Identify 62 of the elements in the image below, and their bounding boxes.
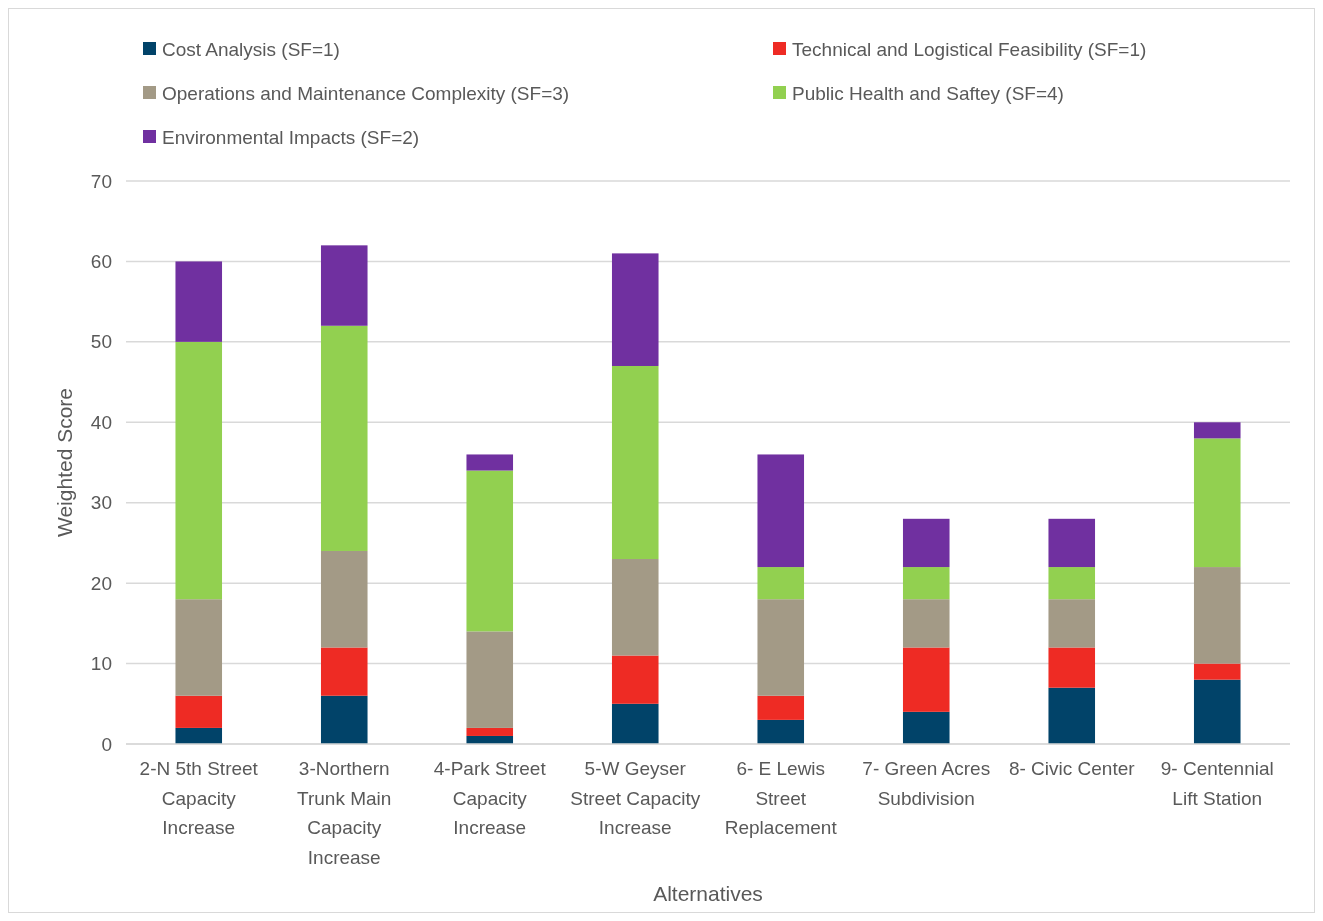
y-tick-label: 40 bbox=[90, 411, 112, 433]
legend-label: Environmental Impacts (SF=2) bbox=[162, 126, 420, 148]
bar bbox=[175, 341, 223, 600]
y-tick-label: 50 bbox=[90, 331, 112, 353]
bar bbox=[902, 647, 950, 712]
bar bbox=[1193, 567, 1241, 664]
bar bbox=[320, 550, 368, 648]
bar bbox=[466, 631, 514, 728]
bar bbox=[757, 454, 805, 568]
x-tick-label: 4-Park Street Capacity Increase bbox=[433, 758, 547, 838]
bar bbox=[757, 695, 805, 720]
bar bbox=[902, 518, 950, 568]
bar bbox=[466, 727, 514, 736]
bar bbox=[757, 719, 805, 744]
bar bbox=[757, 567, 805, 600]
y-axis-title: Weighted Score bbox=[53, 387, 76, 538]
bar bbox=[1048, 599, 1096, 648]
bar bbox=[1048, 518, 1096, 568]
bar bbox=[902, 567, 950, 600]
bar bbox=[611, 655, 659, 704]
bar bbox=[175, 599, 223, 696]
x-tick-label: 2-N 5th Street Capacity Increase bbox=[139, 758, 259, 838]
x-tick-label: 8- Civic Center bbox=[1008, 758, 1136, 779]
bar bbox=[320, 695, 368, 744]
bar bbox=[466, 454, 514, 471]
bar bbox=[1193, 663, 1241, 680]
bar bbox=[320, 245, 368, 326]
bar bbox=[175, 261, 223, 342]
legend-label: Cost Analysis (SF=1) bbox=[162, 38, 340, 60]
bar bbox=[175, 727, 223, 744]
bar bbox=[1193, 679, 1241, 744]
bar bbox=[611, 703, 659, 744]
x-tick-label: 3-Northern Trunk Main Capacity Increase bbox=[297, 758, 392, 868]
bar bbox=[1193, 438, 1241, 568]
bar bbox=[1048, 687, 1096, 744]
x-tick-label: 7- Green Acres Subdivision bbox=[862, 758, 991, 809]
bar bbox=[1193, 422, 1241, 439]
y-tick-label: 20 bbox=[90, 572, 112, 594]
x-tick-label: 9- Centennial Lift Station bbox=[1160, 758, 1274, 809]
bar bbox=[611, 253, 659, 366]
x-tick-label: 5-W Geyser Street Capacity Increase bbox=[570, 758, 701, 838]
legend-label: Technical and Logistical Feasibility (SF=1) bbox=[792, 38, 1147, 60]
bar bbox=[902, 599, 950, 648]
bar bbox=[1048, 647, 1096, 688]
bar bbox=[611, 365, 659, 560]
bar bbox=[320, 647, 368, 696]
legend-label: Operations and Maintenance Complexity (SF=3) bbox=[162, 82, 570, 104]
y-tick-label: 30 bbox=[90, 492, 112, 514]
y-tick-label: 70 bbox=[90, 170, 112, 192]
bar bbox=[757, 599, 805, 696]
legend-label: Public Health and Saftey (SF=4) bbox=[792, 82, 1064, 104]
bar bbox=[1048, 567, 1096, 600]
y-tick-label: 60 bbox=[90, 250, 112, 272]
x-axis-title: Alternatives bbox=[653, 882, 763, 905]
bar bbox=[466, 470, 514, 632]
bar bbox=[902, 711, 950, 744]
bar bbox=[611, 559, 659, 656]
x-tick-label: 6- E Lewis Street Replacement bbox=[724, 758, 838, 838]
bar bbox=[175, 695, 223, 728]
y-tick-label: 10 bbox=[90, 653, 112, 675]
y-tick-label: 0 bbox=[101, 733, 112, 755]
bar bbox=[320, 325, 368, 551]
